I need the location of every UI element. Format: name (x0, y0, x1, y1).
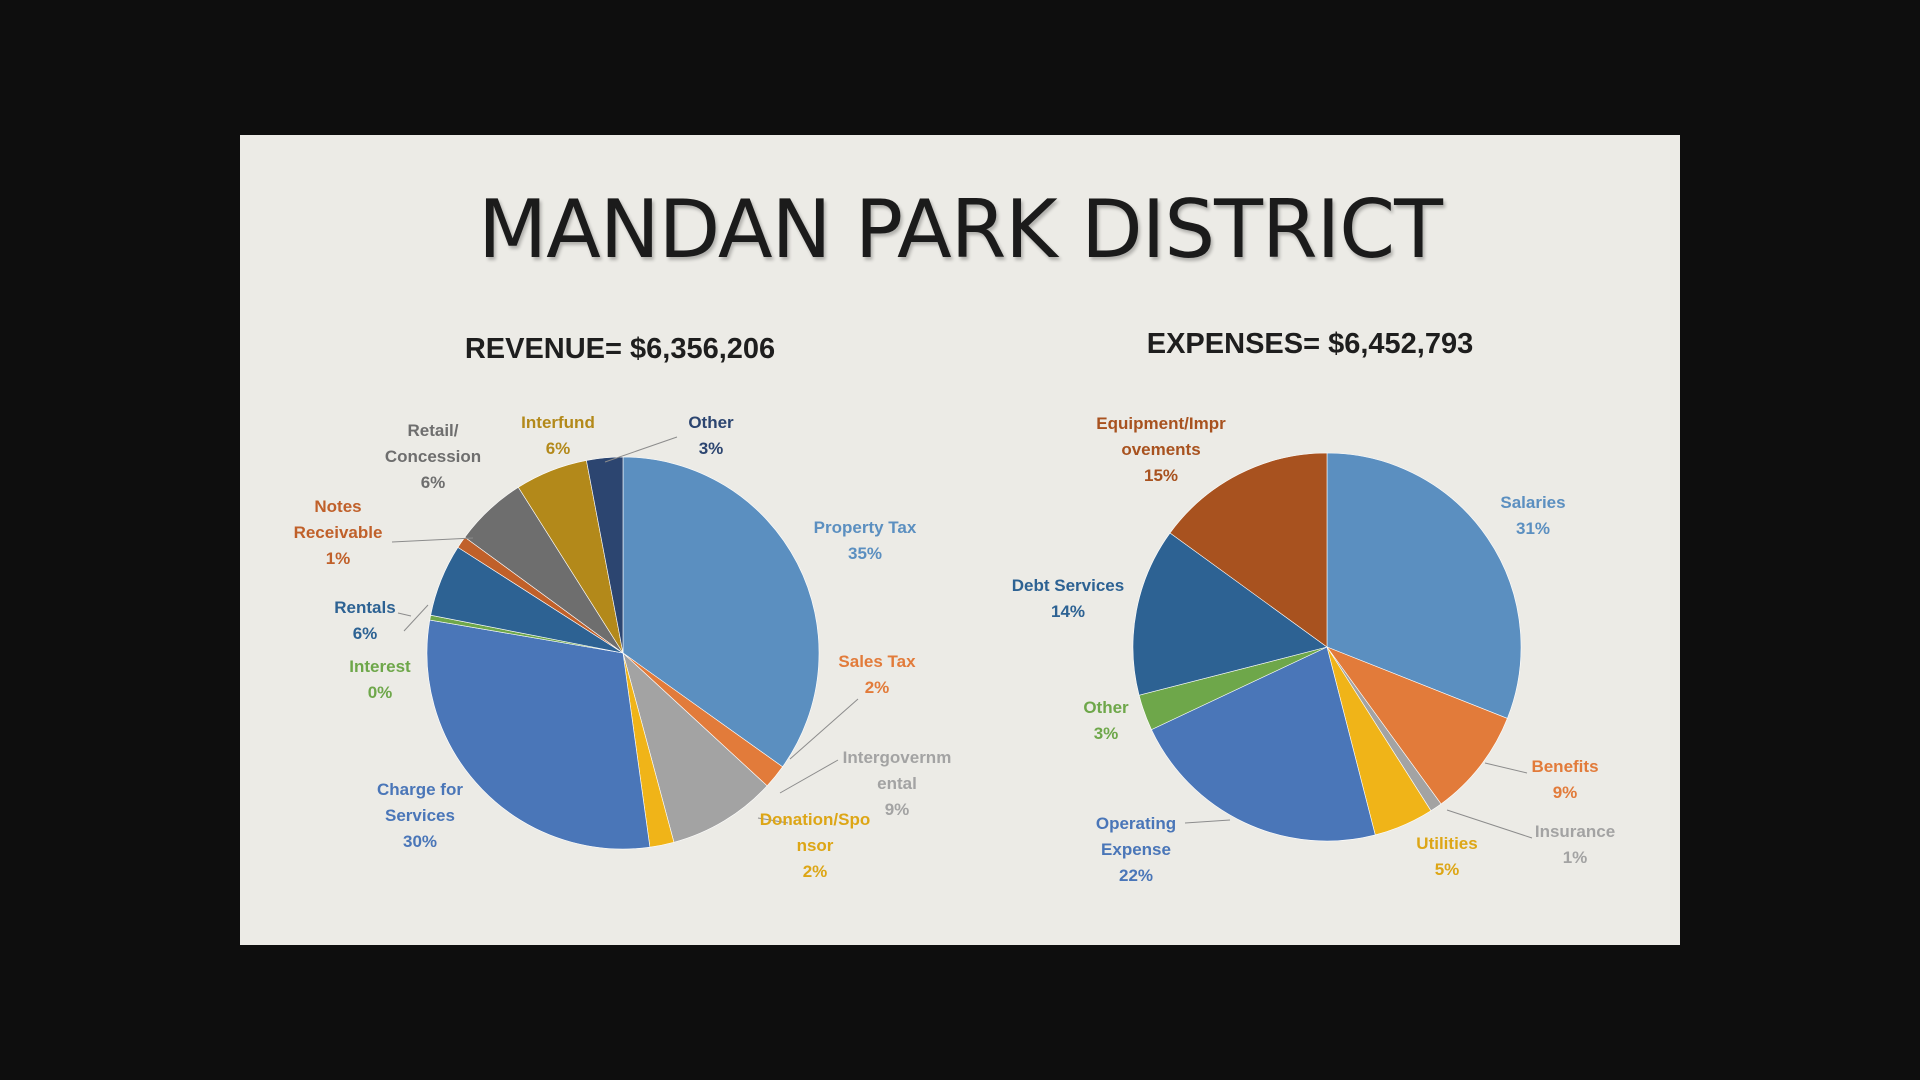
revenue-label-percent: 6% (421, 473, 446, 492)
expenses-data-label: Equipment/Impr ovements 15% (1096, 414, 1226, 485)
revenue-data-label: Donation/Spo nsor 2% (760, 810, 870, 881)
revenue-slice-intergovernm-ental (622, 652, 768, 843)
expenses-label-text: Expense (1101, 840, 1171, 859)
presentation-slide: MANDAN PARK DISTRICT REVENUE= $6,356,206… (240, 135, 1680, 945)
expenses-slice-equipment-impr-ovements (1169, 452, 1328, 648)
revenue-pie-chart: REVENUE= $6,356,206 Property Tax 35% Sales … (294, 333, 952, 881)
expenses-data-label: Operating Expense 22% (1096, 814, 1176, 885)
expenses-label-text: Debt Services (1012, 576, 1124, 595)
revenue-label-percent: 6% (546, 439, 571, 458)
revenue-data-label: Other 3% (688, 413, 734, 458)
expenses-data-label: Debt Services 14% (1012, 576, 1124, 621)
expenses-label-percent: 9% (1553, 783, 1578, 802)
expenses-data-label: Insurance 1% (1535, 822, 1615, 867)
expenses-pie-chart: EXPENSES= $6,452,793 Salaries 31% Benefits 9… (1012, 328, 1615, 885)
expenses-label-text: Equipment/Impr (1096, 414, 1226, 433)
revenue-label-percent: 0% (368, 683, 393, 702)
charts-area: REVENUE= $6,356,206 Property Tax 35% Sales … (294, 328, 1616, 885)
revenue-data-label: Sales Tax 2% (838, 652, 916, 697)
revenue-leader-line (403, 604, 429, 632)
revenue-label-text: Property Tax (814, 518, 917, 537)
expenses-chart-title: EXPENSES= $6,452,793 (1147, 328, 1473, 360)
revenue-label-percent: 35% (848, 544, 882, 563)
revenue-label-text: Interest (349, 657, 411, 676)
revenue-label-percent: 2% (803, 862, 828, 881)
revenue-label-text: Rentals (334, 598, 395, 617)
revenue-data-label: Intergovernm ental 9% (843, 748, 952, 819)
expenses-label-percent: 15% (1144, 466, 1178, 485)
revenue-label-text: Services (385, 806, 455, 825)
expenses-leader-line (1484, 762, 1528, 774)
revenue-label-text: nsor (797, 836, 834, 855)
revenue-label-text: Donation/Spo (760, 810, 870, 829)
expenses-label-percent: 1% (1563, 848, 1588, 867)
revenue-label-text: Charge for (377, 780, 463, 799)
expenses-data-label: Other 3% (1083, 698, 1129, 743)
expenses-label-percent: 14% (1051, 602, 1085, 621)
expenses-slice-operating-expense (1151, 646, 1376, 842)
revenue-label-text: Interfund (521, 413, 595, 432)
expenses-label-percent: 31% (1516, 519, 1550, 538)
revenue-label-percent: 1% (326, 549, 351, 568)
revenue-label-percent: 6% (353, 624, 378, 643)
expenses-leader-line (1446, 809, 1533, 839)
expenses-label-text: Operating (1096, 814, 1176, 833)
revenue-leader-line (779, 759, 839, 794)
expenses-data-label: Benefits 9% (1531, 757, 1598, 802)
revenue-label-text: Concession (385, 447, 481, 466)
revenue-leader-line (604, 436, 678, 463)
revenue-label-text: ental (877, 774, 917, 793)
revenue-data-label: Charge for Services 30% (377, 780, 463, 851)
revenue-slice-charge-for-services (426, 619, 651, 850)
expenses-label-text: Utilities (1416, 834, 1477, 853)
revenue-leader-line (789, 698, 859, 760)
revenue-label-text: Notes (314, 497, 361, 516)
revenue-chart-title: REVENUE= $6,356,206 (465, 333, 775, 365)
expenses-slice-salaries (1326, 452, 1522, 719)
expenses-data-label: Utilities 5% (1416, 834, 1477, 879)
expenses-label-text: Other (1083, 698, 1129, 717)
revenue-data-label: Notes Receivable 1% (294, 497, 383, 568)
revenue-label-text: Intergovernm (843, 748, 952, 767)
revenue-leader-line (391, 537, 474, 543)
expenses-label-percent: 5% (1435, 860, 1460, 879)
expenses-data-label: Salaries 31% (1500, 493, 1565, 538)
expenses-leader-line (1184, 819, 1231, 824)
revenue-label-percent: 9% (885, 800, 910, 819)
revenue-label-percent: 3% (699, 439, 724, 458)
revenue-data-label: Retail/Concession 6% (385, 421, 481, 492)
slide-title: MANDAN PARK DISTRICT (478, 183, 1443, 276)
revenue-data-label: Interest 0% (349, 657, 411, 702)
expenses-label-text: Salaries (1500, 493, 1565, 512)
expenses-label-text: Insurance (1535, 822, 1615, 841)
revenue-label-percent: 30% (403, 832, 437, 851)
revenue-slice-property-tax (622, 456, 820, 768)
revenue-label-text: Receivable (294, 523, 383, 542)
expenses-slice-benefits (1326, 646, 1508, 805)
revenue-data-label: Property Tax 35% (814, 518, 917, 563)
revenue-data-label: Rentals 6% (334, 598, 395, 643)
revenue-data-label: Interfund 6% (521, 413, 595, 458)
revenue-leader-line (397, 612, 412, 617)
revenue-leader-line (757, 817, 789, 824)
expenses-slice-debt-services (1132, 532, 1328, 696)
revenue-label-percent: 2% (865, 678, 890, 697)
expenses-label-percent: 22% (1119, 866, 1153, 885)
expenses-label-percent: 3% (1094, 724, 1119, 743)
revenue-slice-other (586, 456, 624, 654)
revenue-label-text: Sales Tax (838, 652, 916, 671)
revenue-label-text: Other (688, 413, 734, 432)
expenses-label-text: Benefits (1531, 757, 1598, 776)
revenue-label-text: Retail/ (407, 421, 458, 440)
expenses-label-text: ovements (1121, 440, 1200, 459)
